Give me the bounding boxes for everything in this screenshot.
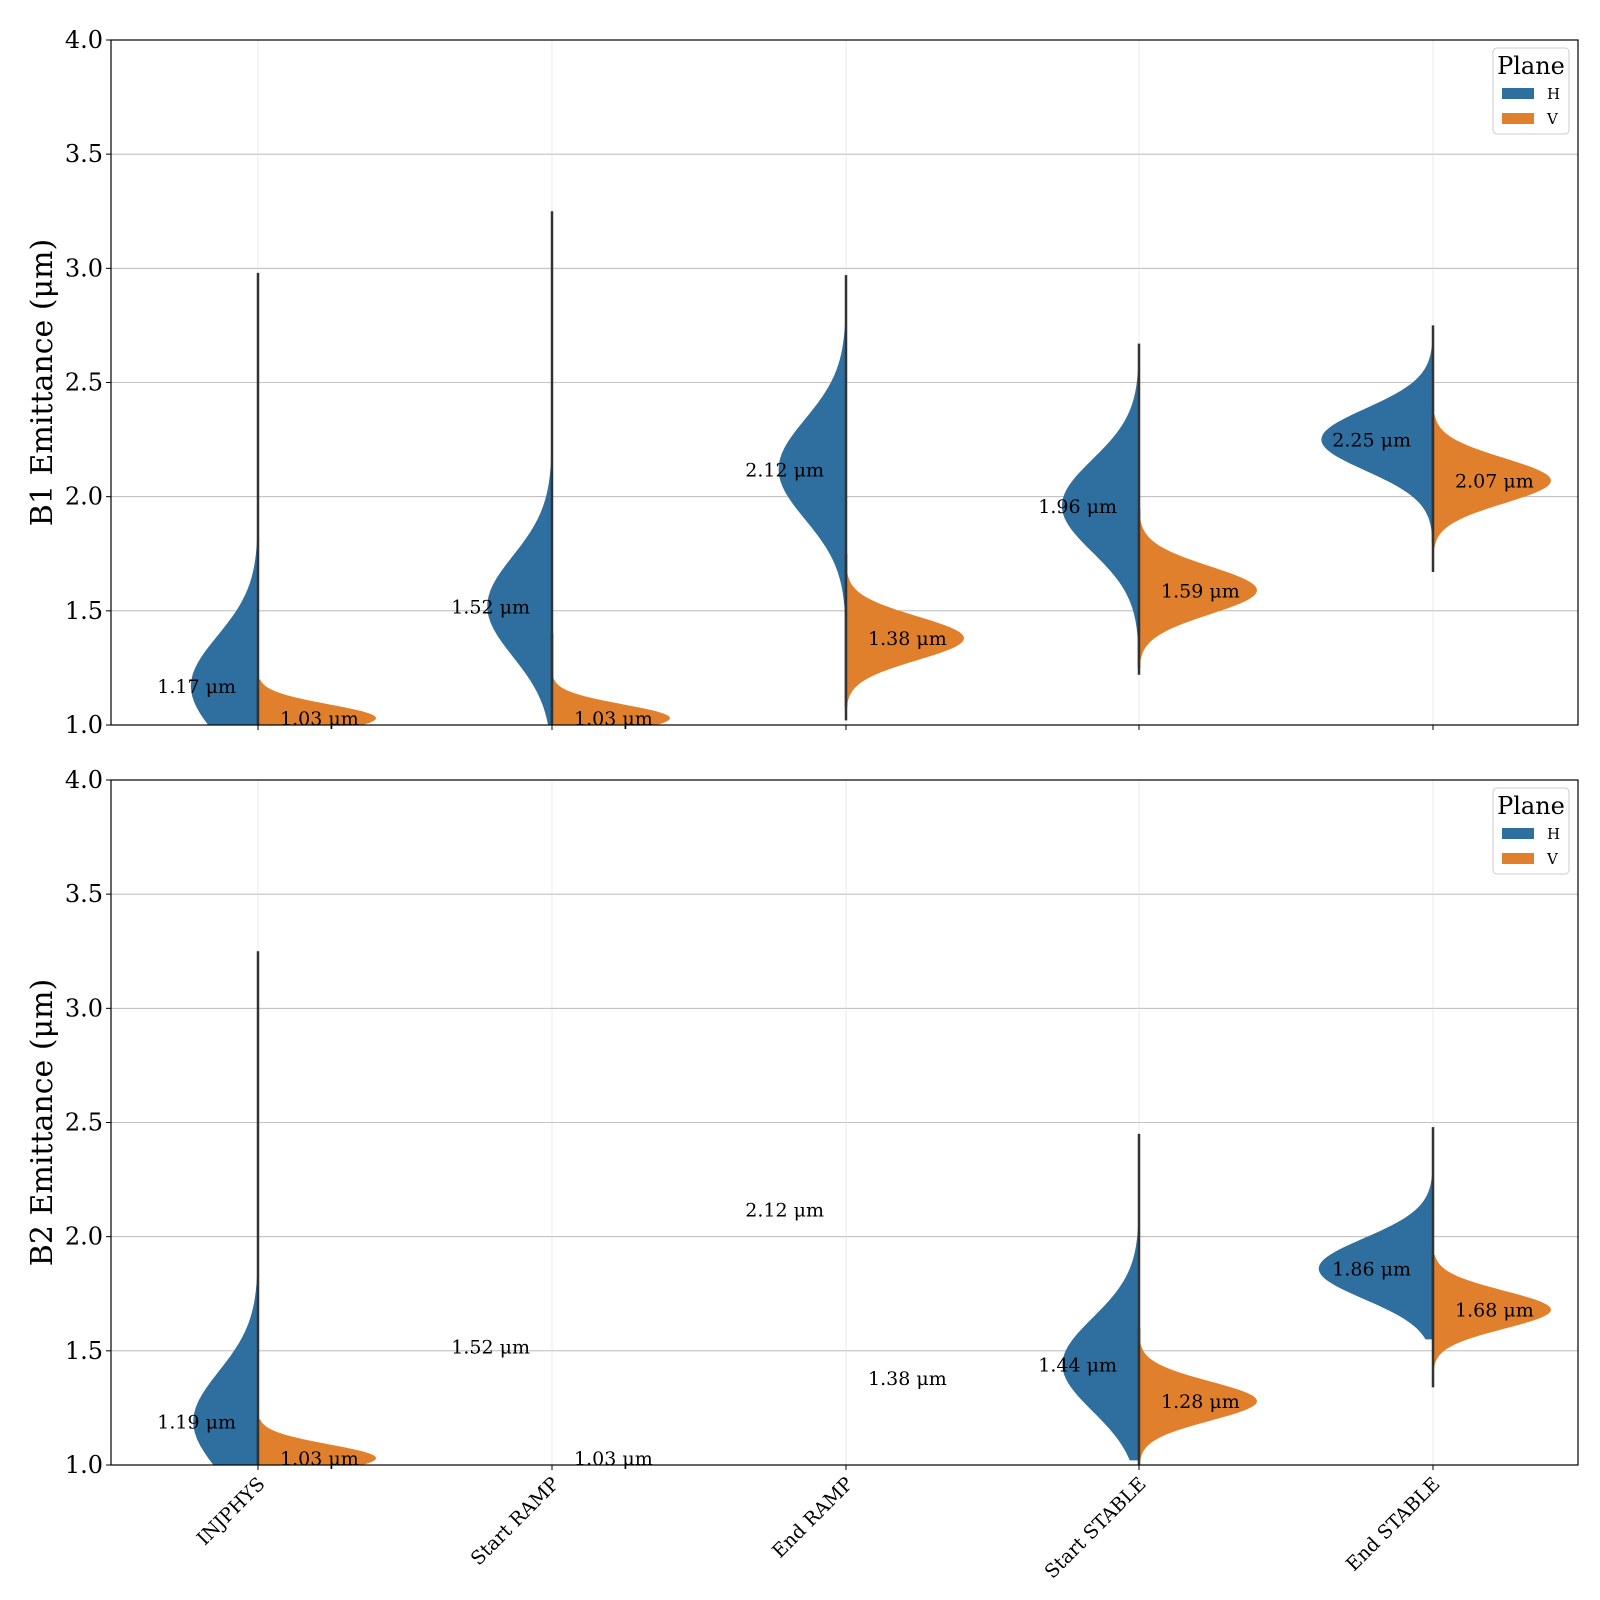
violin-h-1 (190, 272, 258, 725)
violin-h-5 (1318, 1127, 1433, 1340)
violins (193, 951, 1551, 1465)
median-label-h: 1.86 μm (1332, 1259, 1411, 1281)
violin-v-1 (258, 679, 376, 725)
legend-swatch-h (1502, 88, 1534, 99)
median-label-h: 2.12 μm (745, 459, 824, 481)
legend-swatch-v (1502, 853, 1534, 864)
panel-2: 1.0 1.5 2.0 2.5 3.0 3.5 4.0 1.19 μm 1.52 μm 2.12 … (25, 766, 1579, 1479)
y-tick-label: 1.5 (65, 1337, 103, 1365)
violin-h-4 (1061, 343, 1139, 668)
y-tick-label: 1.5 (65, 597, 103, 625)
panel-1: 1.0 1.5 2.0 2.5 3.0 3.5 4.0 1.17 μm 1.52 μm 2.12 … (25, 26, 1579, 739)
violin-h-1 (193, 951, 258, 1465)
violin-v-5 (1433, 1254, 1551, 1388)
y-tick-label: 2.0 (65, 1223, 103, 1251)
violin-v-2 (552, 633, 670, 725)
legend-entry-h: H (1547, 85, 1560, 103)
y-axis-label: B2 Emittance (μm) (25, 979, 60, 1266)
y-tick-label: 4.0 (65, 766, 103, 794)
violin-v-5 (1433, 414, 1551, 573)
axes-frame (110, 779, 1579, 1466)
median-label-v: 1.59 μm (1161, 580, 1240, 602)
x-tick-label: Start STABLE (1041, 1473, 1151, 1583)
y-tick-label: 2.5 (65, 1109, 103, 1137)
x-tick-label: INJPHYS (193, 1473, 270, 1550)
median-label-h: 1.96 μm (1038, 496, 1117, 518)
legend-title: Plane (1497, 792, 1565, 820)
violin-h-4 (1062, 1133, 1139, 1461)
median-label-v: 1.03 μm (280, 708, 359, 730)
median-label-h: 1.44 μm (1038, 1355, 1117, 1377)
violin-v-4 (1139, 508, 1257, 675)
y-tick-label: 3.5 (65, 140, 103, 168)
median-label-v: 1.28 μm (1161, 1391, 1240, 1413)
violin-h-2 (487, 211, 552, 725)
violins (190, 211, 1551, 725)
median-label-v: 1.38 μm (868, 628, 947, 650)
median-label-v: 2.07 μm (1455, 471, 1534, 493)
y-tick-label: 4.0 (65, 26, 103, 54)
median-label-v: 1.03 μm (574, 1448, 653, 1470)
y-tick-label: 1.0 (65, 711, 103, 739)
legend-swatch-h (1502, 828, 1534, 839)
legend-title: Plane (1497, 52, 1565, 80)
axes-frame (110, 39, 1579, 726)
legend-entry-v: V (1546, 110, 1559, 128)
violin-v-1 (258, 1419, 376, 1465)
median-label-v: 1.68 μm (1455, 1300, 1534, 1322)
legend-swatch-v (1502, 113, 1534, 124)
legend: Plane HV (1492, 47, 1570, 135)
median-label-h: 1.19 μm (157, 1412, 236, 1434)
median-label-v: 1.03 μm (280, 1448, 359, 1470)
violin-h-3 (778, 275, 846, 721)
violin-v-3 (846, 553, 964, 707)
violin-h-5 (1321, 325, 1433, 543)
legend-entry-h: H (1547, 825, 1560, 843)
median-label-h: 1.52 μm (451, 1336, 530, 1358)
y-tick-label: 3.0 (65, 254, 103, 282)
y-tick-label: 3.5 (65, 880, 103, 908)
y-tick-label: 3.0 (65, 994, 103, 1022)
median-label-h: 1.17 μm (157, 676, 236, 698)
x-tick-label: Start RAMP (467, 1473, 564, 1570)
median-label-v: 1.03 μm (574, 708, 653, 730)
y-tick-label: 1.0 (65, 1451, 103, 1479)
x-tick-label: End RAMP (768, 1473, 858, 1563)
legend: Plane HV (1492, 787, 1570, 875)
y-tick-label: 2.0 (65, 483, 103, 511)
x-tick-label: End STABLE (1342, 1473, 1445, 1576)
violin-v-4 (1139, 1328, 1257, 1465)
median-label-h: 1.52 μm (451, 596, 530, 618)
y-axis-label: B1 Emittance (μm) (25, 239, 60, 526)
median-label-v: 1.38 μm (868, 1368, 947, 1390)
legend-entry-v: V (1546, 850, 1559, 868)
median-label-h: 2.12 μm (745, 1199, 824, 1221)
median-label-h: 2.25 μm (1332, 430, 1411, 452)
y-tick-label: 2.5 (65, 369, 103, 397)
